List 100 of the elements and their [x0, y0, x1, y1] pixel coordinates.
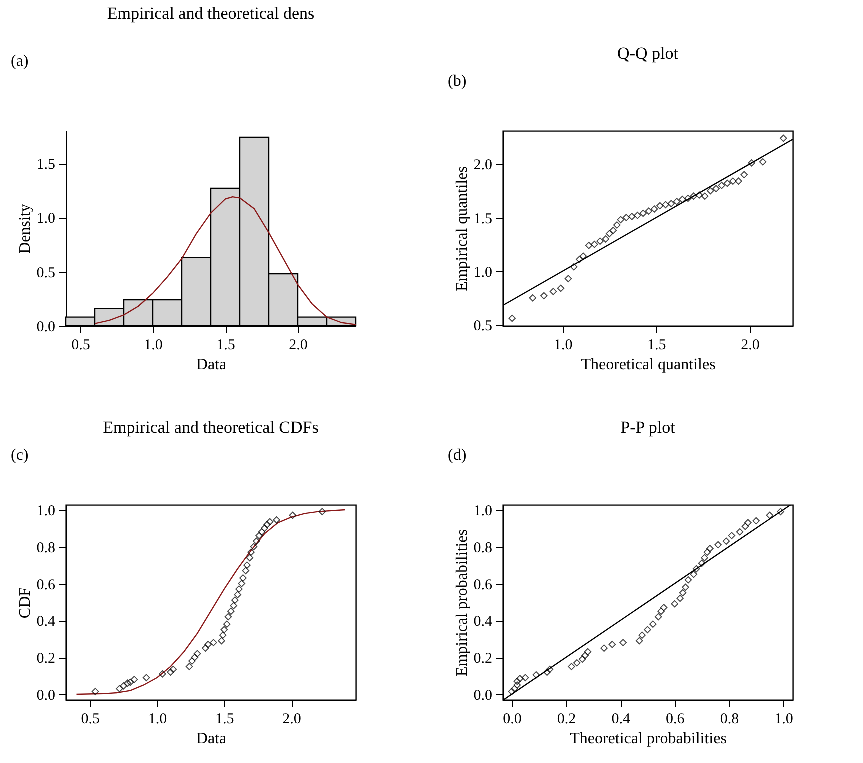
y-tick-label: 1.0 [474, 503, 492, 520]
point [248, 548, 255, 556]
x-tick-label: 0.4 [612, 712, 631, 728]
line-series [76, 509, 346, 696]
y-tick-label: 1.5 [474, 211, 492, 228]
y-tick-label: 0.8 [474, 540, 492, 556]
point [532, 671, 540, 679]
point [219, 632, 227, 640]
point [246, 554, 254, 562]
point [591, 240, 598, 248]
point [570, 263, 578, 271]
x-tick-label: 0.6 [666, 712, 686, 728]
point [234, 591, 242, 599]
point [722, 538, 730, 546]
point [678, 196, 686, 204]
x-tick-label: 0.0 [503, 712, 522, 728]
point [692, 565, 700, 573]
point [580, 252, 588, 260]
point [759, 158, 767, 166]
point [544, 668, 551, 676]
point [223, 620, 231, 628]
point [202, 644, 210, 652]
point [266, 518, 274, 526]
x-tick-label: 1.0 [554, 338, 573, 354]
x-tick-label: 0.5 [81, 712, 100, 728]
point [649, 620, 657, 628]
point [227, 608, 235, 616]
point [273, 516, 280, 524]
point [514, 682, 522, 689]
point [658, 608, 665, 616]
point [550, 288, 558, 296]
y-tick-label: 0.5 [474, 318, 492, 334]
x-axis-title: Theoretical quantiles [581, 356, 716, 374]
y-tick-label: 0.8 [36, 540, 56, 556]
point [224, 613, 232, 621]
y-tick-label: 0.6 [474, 577, 493, 594]
point [230, 602, 238, 610]
y-tick-label: 0.0 [474, 688, 492, 704]
point [740, 171, 748, 179]
y-tick-label: 0.0 [36, 320, 56, 336]
point [780, 134, 788, 142]
point [660, 604, 668, 612]
point [617, 216, 625, 224]
point [261, 524, 268, 532]
x-tick-label: 1.0 [148, 712, 168, 728]
point [318, 508, 326, 516]
point [194, 650, 202, 658]
y-tick-label: 0.4 [474, 614, 493, 630]
x-axis-title: Data [196, 356, 227, 374]
point [252, 538, 260, 546]
y-tick-label: 1.0 [36, 211, 56, 228]
point [220, 626, 228, 634]
point [258, 528, 266, 536]
point [673, 198, 681, 206]
point [232, 596, 239, 604]
point [573, 659, 581, 667]
point [240, 574, 247, 582]
x-tick-label: 1.0 [144, 338, 163, 354]
point [701, 554, 708, 562]
point [116, 685, 124, 693]
y-axis-title: Empirical quantiles [454, 166, 471, 292]
point [238, 580, 246, 588]
point [707, 187, 714, 195]
y-axis-title: CDF [16, 587, 34, 619]
point [704, 548, 712, 556]
x-tick-label: 0.2 [557, 712, 576, 728]
point [714, 541, 722, 549]
point [546, 666, 554, 674]
point [742, 522, 750, 530]
point [671, 600, 679, 608]
y-tick-label: 0.0 [36, 688, 56, 704]
x-tick-label: 1.5 [648, 338, 666, 354]
point [124, 680, 132, 688]
point [622, 214, 630, 222]
point [676, 594, 684, 602]
point [690, 570, 698, 578]
y-tick-label: 1.5 [36, 157, 56, 173]
point [735, 178, 742, 186]
point [634, 212, 642, 220]
point [744, 519, 752, 527]
point [690, 192, 698, 200]
point [516, 675, 524, 682]
point [684, 194, 692, 202]
point [576, 256, 584, 264]
point [662, 201, 670, 209]
point [529, 294, 537, 302]
point [656, 202, 664, 210]
point [638, 632, 646, 640]
y-tick-label: 1.0 [36, 503, 56, 520]
chart-title: Q-Q plot [618, 44, 679, 63]
point [606, 230, 614, 238]
point [645, 208, 653, 216]
point [585, 242, 593, 250]
point [218, 637, 226, 645]
point [628, 213, 636, 220]
y-tick-label: 0.2 [474, 651, 492, 668]
y-axis-title: Density [16, 204, 34, 254]
point [608, 640, 616, 648]
y-tick-label: 1.0 [474, 264, 492, 281]
point [724, 180, 732, 188]
